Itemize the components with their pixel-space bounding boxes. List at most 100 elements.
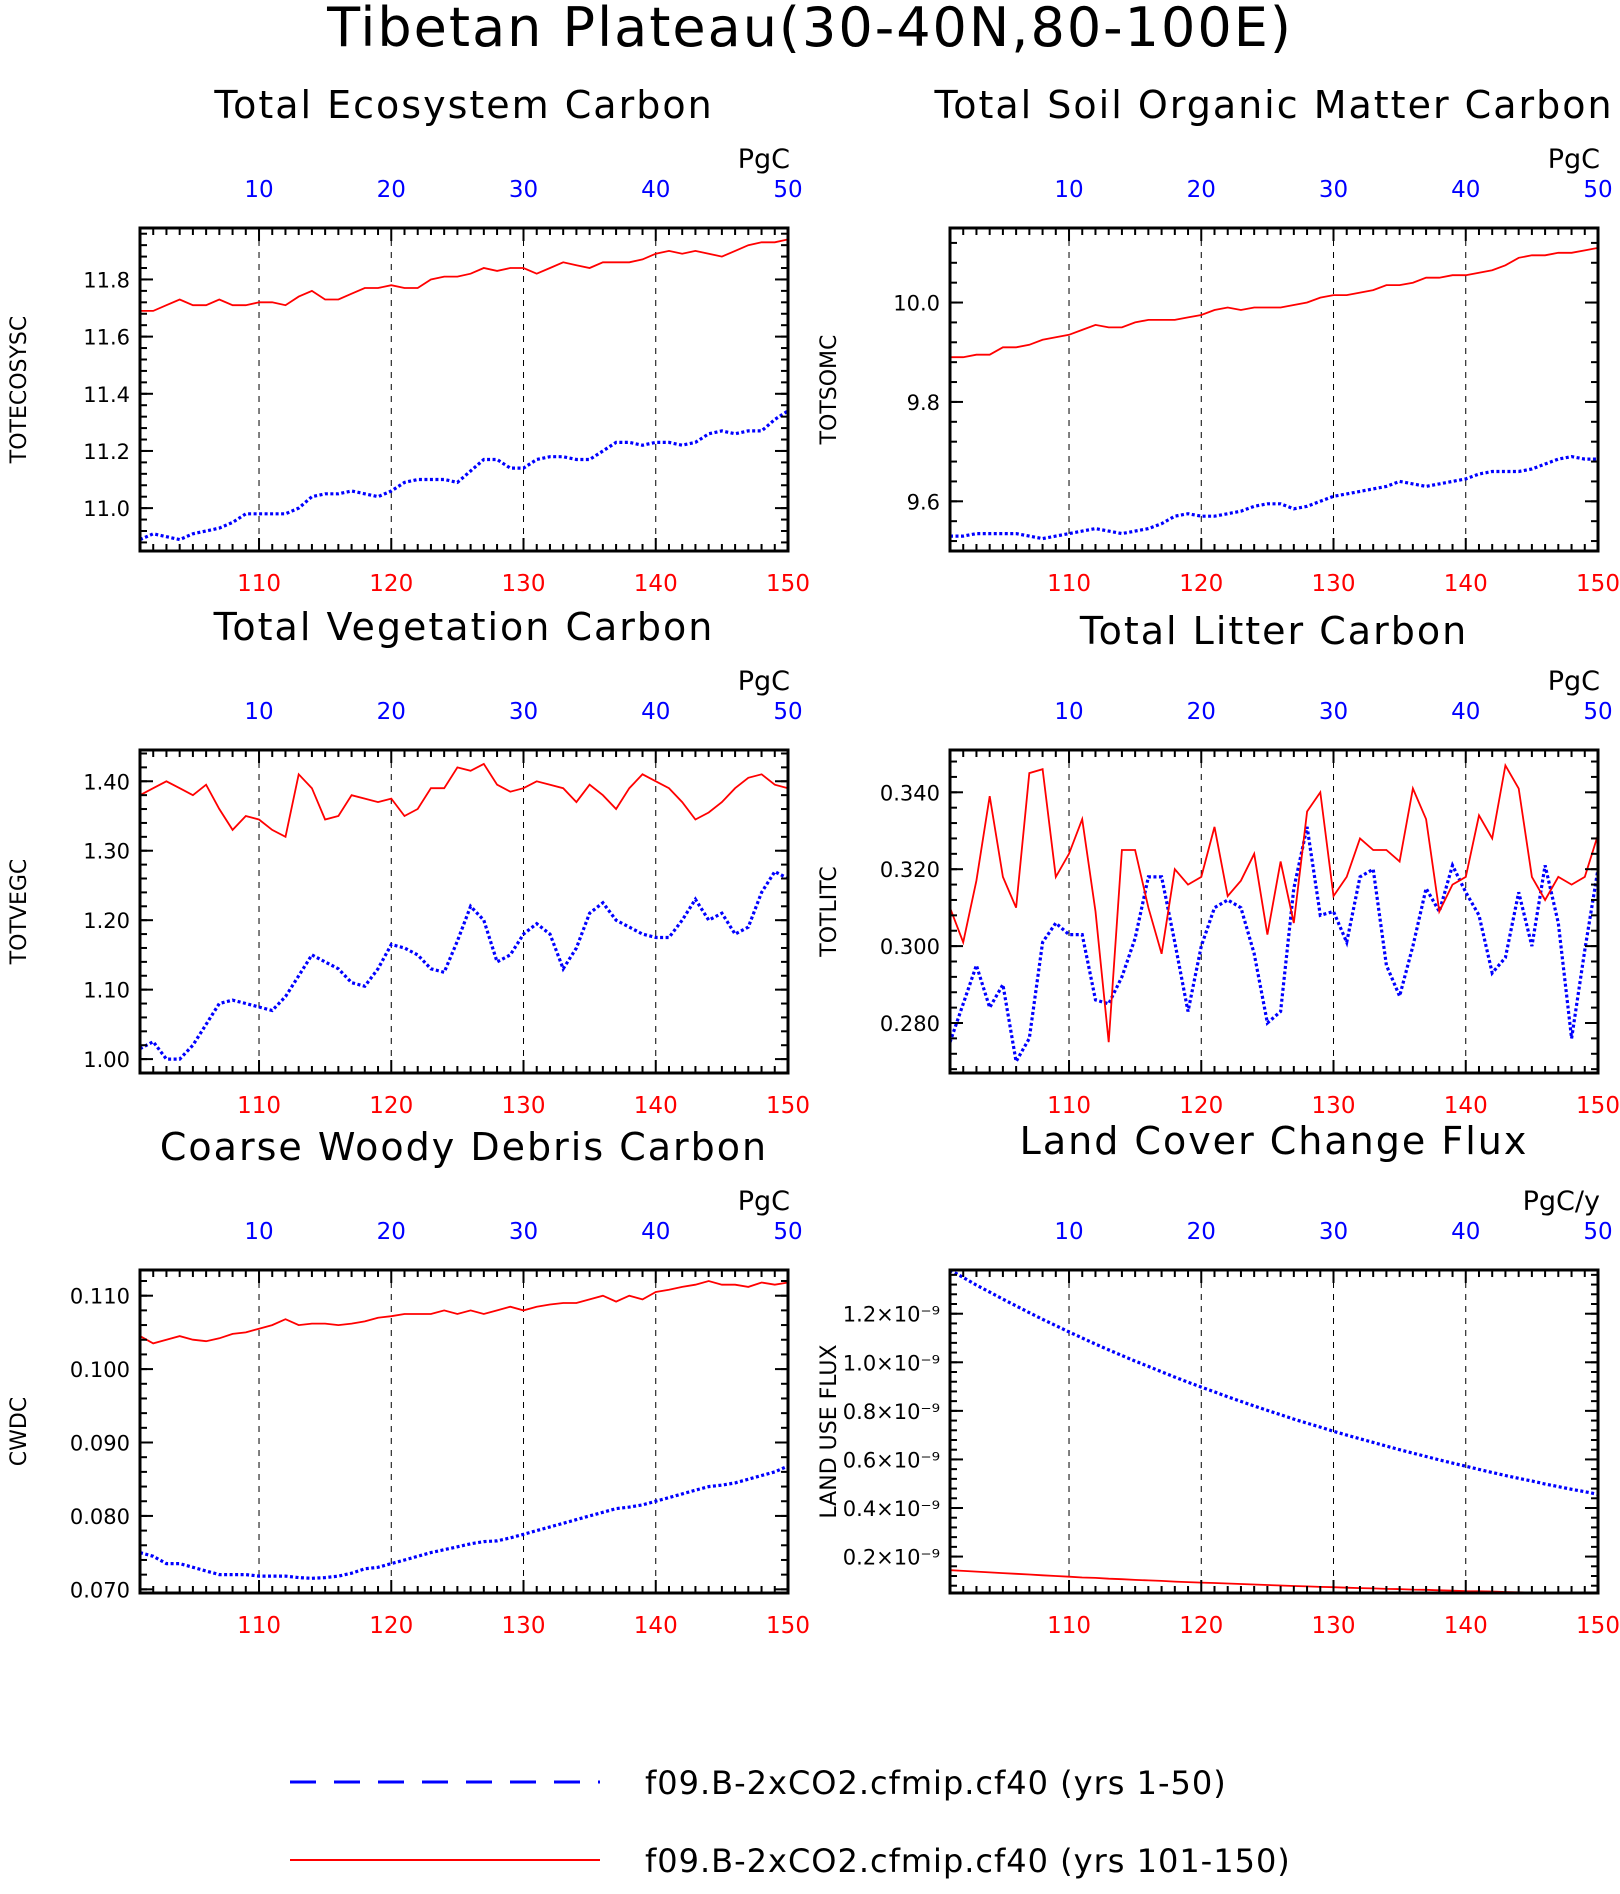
plot-frame <box>138 226 790 553</box>
x-tick-label-top: 30 <box>1319 699 1348 725</box>
y-tick-label: 1.10 <box>83 979 130 1003</box>
x-tick-label-top: 10 <box>1054 1219 1083 1245</box>
units-label: PgC <box>738 144 790 175</box>
y-tick-label: 1.00 <box>83 1048 130 1072</box>
x-tick-label-bottom: 150 <box>766 1093 810 1119</box>
series-line-yrs-1-50 <box>139 409 789 542</box>
x-tick-label-top: 10 <box>1054 699 1083 725</box>
x-tick-label-bottom: 120 <box>1179 571 1223 597</box>
units-label: PgC/y <box>1523 1186 1600 1217</box>
x-tick-label-bottom: 140 <box>1444 1093 1488 1119</box>
series-line-yrs-1-50 <box>949 1268 1599 1496</box>
y-axis-label: LAND USE FLUX <box>817 1344 842 1518</box>
plot-frame <box>138 748 790 1075</box>
x-tick-label-bottom: 110 <box>1047 571 1091 597</box>
x-tick-label-bottom: 140 <box>634 571 678 597</box>
series-line-yrs-101-150 <box>140 238 789 312</box>
y-tick-label: 11.8 <box>83 268 130 292</box>
x-tick-label-top: 40 <box>1451 699 1480 725</box>
series-line-yrs-101-150 <box>949 762 1599 1043</box>
y-tick-label: 0.090 <box>70 1432 130 1456</box>
legend: f09.B-2xCO2.cfmip.cf40 (yrs 1-50) f09.B-… <box>290 1764 1290 1880</box>
x-tick-label-bottom: 120 <box>369 571 413 597</box>
x-tick-label-bottom: 150 <box>766 571 810 597</box>
series-line-yrs-101-150 <box>950 247 1599 359</box>
x-tick-label-top: 20 <box>1187 699 1216 725</box>
x-tick-label-top: 20 <box>1187 177 1216 203</box>
y-tick-label: 0.080 <box>70 1505 130 1529</box>
x-tick-label-bottom: 110 <box>1047 1093 1091 1119</box>
y-tick-label: 0.100 <box>70 1358 130 1382</box>
x-tick-label-top: 10 <box>1054 177 1083 203</box>
series-line-yrs-1-50 <box>139 1464 789 1580</box>
x-tick-label-top: 40 <box>641 177 670 203</box>
y-tick-label: 0.070 <box>70 1578 130 1602</box>
x-tick-label-top: 30 <box>1319 1219 1348 1245</box>
y-axis-label: TOTECOSYSC <box>7 316 32 465</box>
x-tick-label-bottom: 150 <box>1576 571 1620 597</box>
series-line-yrs-1-50 <box>950 454 1598 541</box>
y-tick-label: 0.4×10⁻⁹ <box>843 1497 940 1521</box>
x-tick-label-bottom: 110 <box>237 1093 281 1119</box>
x-tick-label-top: 50 <box>773 177 802 203</box>
panel-total-vegetation-carbon: Total Vegetation Carbon PgC 110 120 130 140 15… <box>7 605 810 1119</box>
x-tick-label-top: 20 <box>377 177 406 203</box>
x-tick-label-bottom: 150 <box>766 1613 810 1639</box>
y-axis-label: TOTVEGC <box>7 859 32 966</box>
y-tick-label: 0.6×10⁻⁹ <box>843 1448 940 1472</box>
x-tick-label-bottom: 120 <box>1179 1613 1223 1639</box>
x-tick-label-top: 50 <box>773 699 802 725</box>
panel-title: Total Ecosystem Carbon <box>213 83 713 127</box>
y-axis-label: TOTLITC <box>817 866 842 957</box>
x-tick-label-top: 10 <box>244 1219 273 1245</box>
x-tick-label-top: 50 <box>773 1219 802 1245</box>
x-tick-label-bottom: 110 <box>237 571 281 597</box>
x-tick-label-bottom: 140 <box>634 1613 678 1639</box>
x-tick-label-bottom: 120 <box>369 1613 413 1639</box>
x-tick-label-bottom: 120 <box>1179 1093 1223 1119</box>
y-tick-label: 1.0×10⁻⁹ <box>843 1351 940 1375</box>
y-tick-label: 11.0 <box>83 497 130 521</box>
x-tick-label-top: 30 <box>509 699 538 725</box>
x-tick-label-top: 30 <box>1319 177 1348 203</box>
x-tick-label-top: 50 <box>1583 699 1612 725</box>
y-tick-label: 0.340 <box>880 781 940 805</box>
figure-title: Tibetan Plateau(30-40N,80-100E) <box>326 0 1293 59</box>
series-line-yrs-1-50 <box>139 869 789 1061</box>
x-tick-label-bottom: 120 <box>369 1093 413 1119</box>
chart-panels: Total Ecosystem Carbon PgC 110 120 130 140 150… <box>7 83 1620 1639</box>
y-tick-label: 0.2×10⁻⁹ <box>843 1546 940 1570</box>
y-tick-label: 11.6 <box>83 326 130 350</box>
plot-frame <box>948 748 1600 1075</box>
series-line-yrs-101-150 <box>139 1280 789 1345</box>
units-label: PgC <box>1548 144 1600 175</box>
x-tick-label-bottom: 150 <box>1576 1093 1620 1119</box>
y-tick-label: 1.40 <box>83 770 130 794</box>
x-tick-label-bottom: 110 <box>237 1613 281 1639</box>
y-tick-label: 0.320 <box>880 858 940 882</box>
y-tick-label: 1.30 <box>83 840 130 864</box>
panel-coarse-woody-debris-carbon: Coarse Woody Debris Carbon PgC 110 120 130 14… <box>7 1125 810 1639</box>
x-tick-label-top: 20 <box>377 699 406 725</box>
y-tick-label: 9.6 <box>907 490 940 514</box>
x-tick-label-bottom: 140 <box>1444 1613 1488 1639</box>
y-tick-label: 0.8×10⁻⁹ <box>843 1400 940 1424</box>
x-tick-label-bottom: 130 <box>1312 1613 1356 1639</box>
plot-frame <box>138 1268 790 1595</box>
y-axis-label: CWDC <box>7 1397 32 1466</box>
units-label: PgC <box>738 1186 790 1217</box>
x-tick-label-top: 20 <box>377 1219 406 1245</box>
x-tick-label-bottom: 150 <box>1576 1613 1620 1639</box>
panel-total-soil-organic-matter-carbon: Total Soil Organic Matter Carbon PgC 110 12… <box>817 83 1620 597</box>
y-tick-label: 11.2 <box>83 440 130 464</box>
panel-total-litter-carbon: Total Litter Carbon PgC 110 120 130 140 150 10 2… <box>817 609 1620 1119</box>
x-tick-label-top: 10 <box>244 699 273 725</box>
y-tick-label: 0.280 <box>880 1012 940 1036</box>
units-label: PgC <box>1548 666 1600 697</box>
x-tick-label-top: 30 <box>509 177 538 203</box>
panel-land-cover-change-flux: Land Cover Change Flux PgC/y 110 120 130 140 1… <box>817 1119 1620 1639</box>
y-tick-label: 1.20 <box>83 909 130 933</box>
x-tick-label-top: 50 <box>1583 177 1612 203</box>
panel-total-ecosystem-carbon: Total Ecosystem Carbon PgC 110 120 130 140 150… <box>7 83 810 597</box>
